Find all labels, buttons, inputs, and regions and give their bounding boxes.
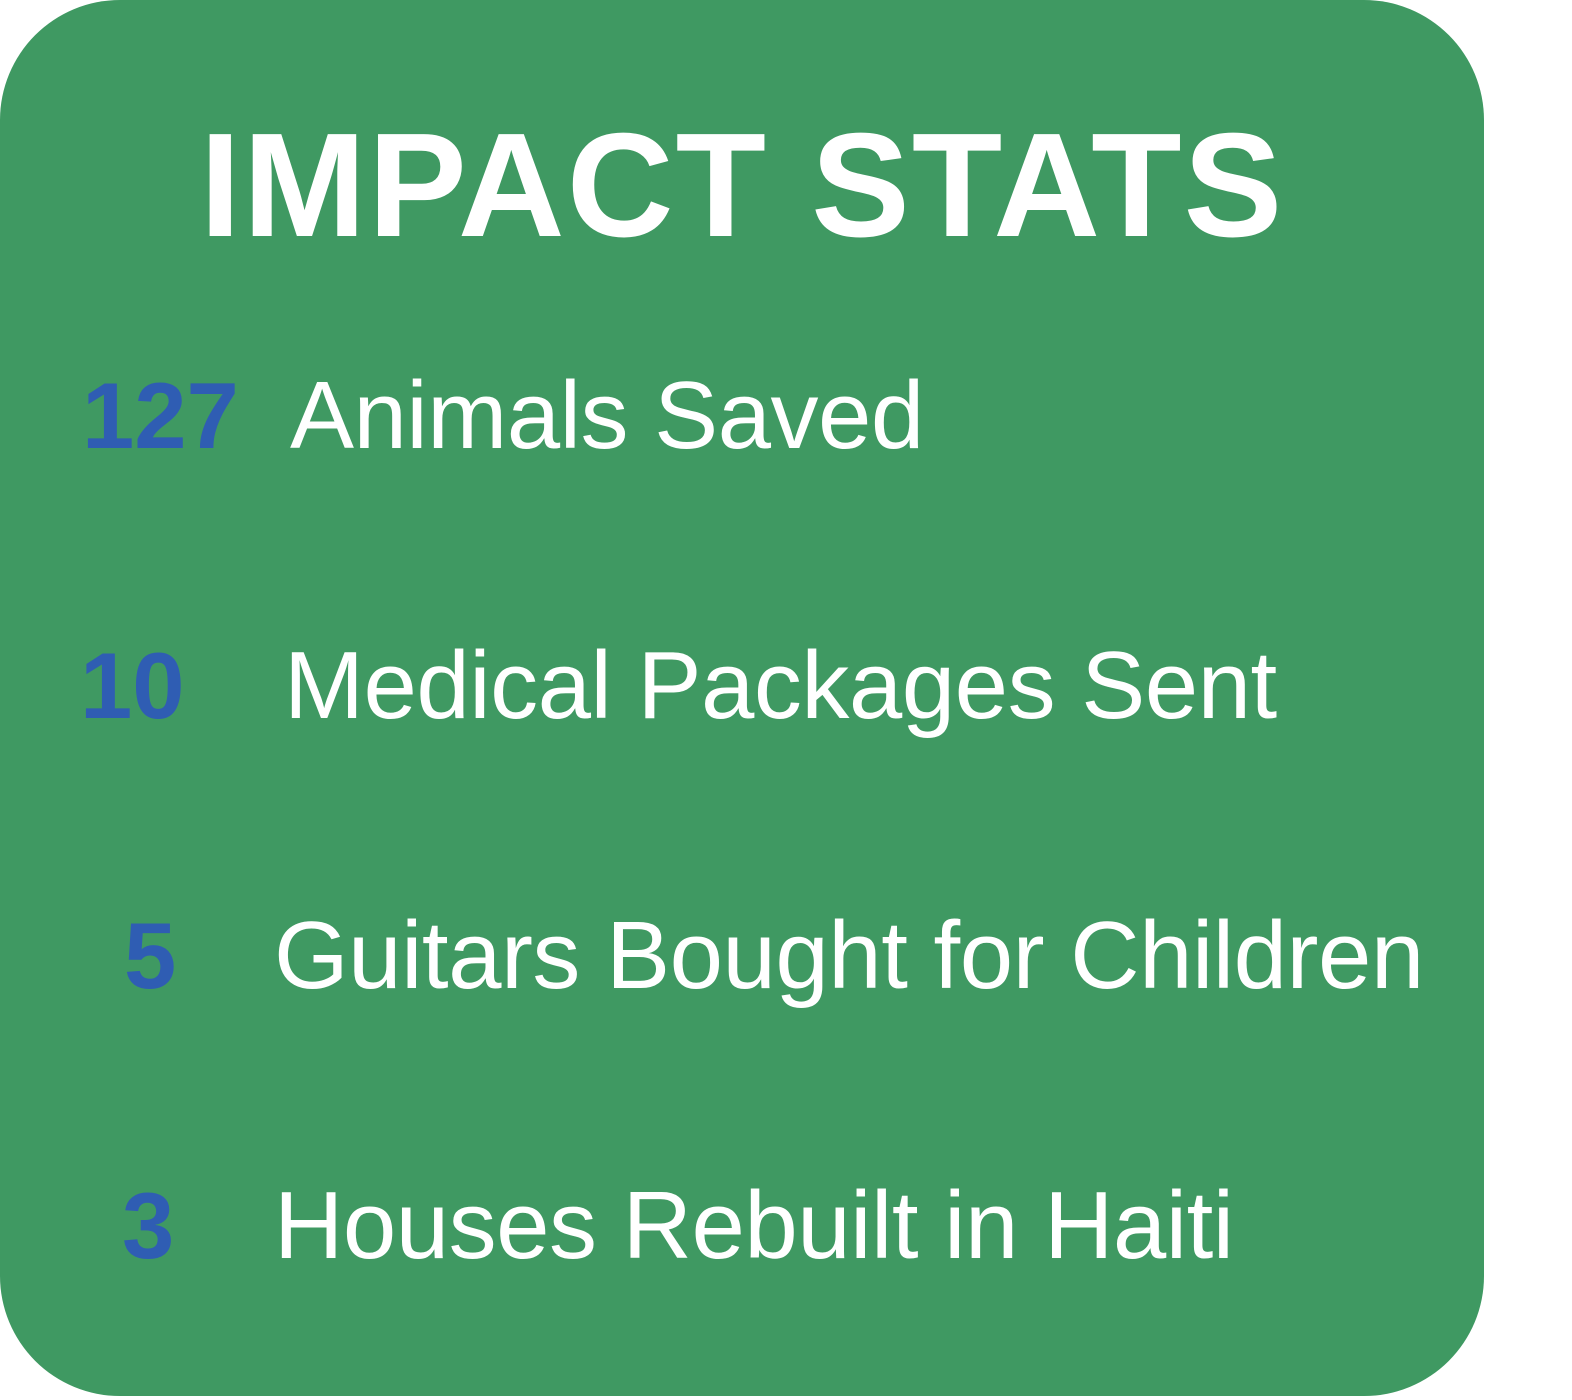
stat-value: 10 [80, 633, 185, 738]
stat-label: Medical Packages Sent [284, 632, 1277, 739]
stat-label: Houses Rebuilt in Haiti [274, 1172, 1234, 1279]
stat-value: 3 [122, 1173, 175, 1278]
stat-label: Animals Saved [290, 362, 924, 469]
impact-stats-card: IMPACT STATS 127 Animals Saved 10 Medica… [0, 0, 1484, 1396]
card-title: IMPACT STATS [199, 103, 1285, 268]
stat-value: 127 [82, 363, 239, 468]
stat-label: Guitars Bought for Children [274, 902, 1424, 1009]
stat-value: 5 [124, 903, 177, 1008]
